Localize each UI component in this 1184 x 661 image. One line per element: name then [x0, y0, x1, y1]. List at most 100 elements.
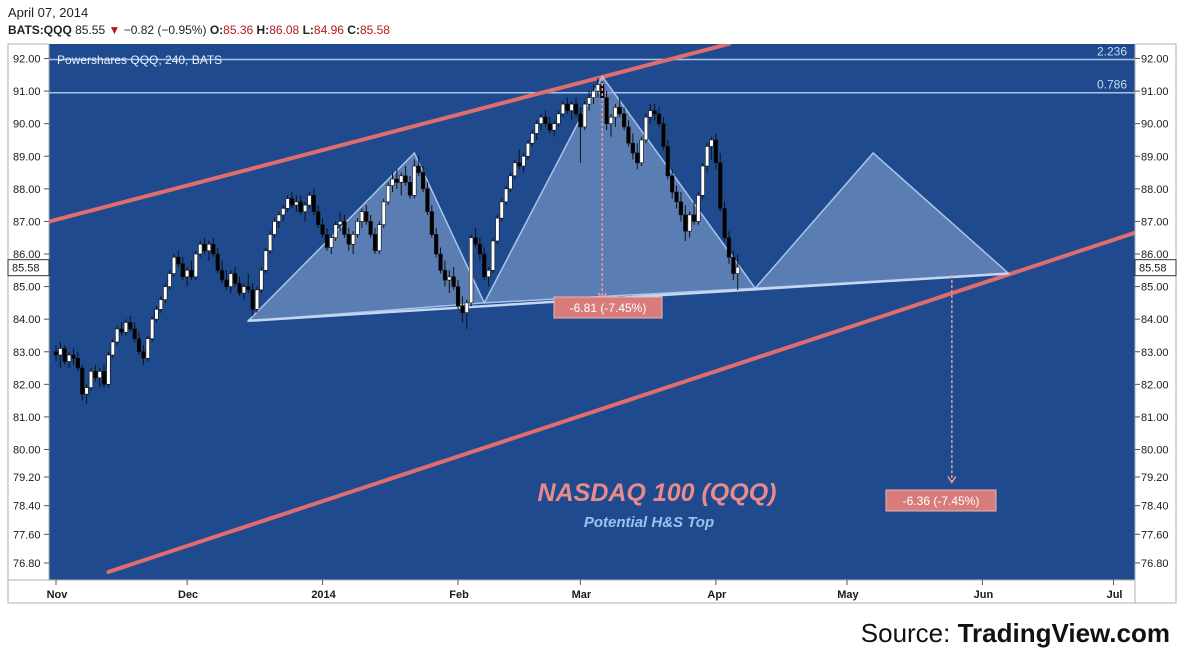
candle-body: [665, 146, 670, 177]
candle: [447, 270, 452, 294]
source-name: TradingView.com: [957, 618, 1170, 648]
price-tick-label-left: 82.00: [13, 379, 41, 391]
pattern-head: [482, 74, 757, 304]
candle-body: [101, 370, 107, 385]
candle: [62, 345, 67, 365]
candle: [486, 267, 491, 287]
candle-body: [154, 309, 159, 320]
candle-body: [434, 234, 439, 255]
time-tick-label: Jul: [1107, 589, 1123, 601]
target-label-text: -6.81 (-7.45%): [570, 301, 647, 315]
candle: [381, 198, 386, 228]
price-tick-label-right: 87.00: [1141, 216, 1169, 228]
source-prefix: Source:: [860, 618, 958, 648]
candle: [691, 201, 697, 225]
candle-body: [202, 243, 207, 252]
price-tick-label-right: 89.00: [1141, 151, 1169, 163]
candle-body: [604, 97, 609, 124]
candle: [534, 120, 539, 140]
chart-subtitle: Potential H&S Top: [584, 514, 714, 531]
candle: [372, 227, 378, 254]
candle: [438, 247, 443, 274]
candle-body: [351, 234, 356, 245]
candle-body: [381, 201, 386, 225]
candle-body: [569, 103, 574, 111]
candle: [84, 384, 89, 404]
candle: [416, 156, 421, 176]
candle: [460, 296, 465, 323]
current-price-tag-text: 85.58: [12, 263, 40, 275]
candle-body: [464, 302, 469, 313]
candle: [324, 227, 330, 251]
price-tick-label-left: 81.00: [13, 412, 41, 424]
candle-body: [206, 243, 212, 252]
candle: [115, 325, 120, 346]
candle: [591, 84, 596, 105]
candle: [215, 247, 220, 274]
candle-body: [661, 123, 666, 147]
candle-body: [700, 165, 705, 196]
candle: [198, 240, 203, 258]
candle: [53, 345, 59, 362]
candle: [499, 198, 504, 222]
price-tick-label-left: 83.00: [13, 347, 41, 359]
candle: [687, 211, 692, 238]
candle-body: [263, 250, 268, 271]
candle-body: [403, 175, 408, 183]
candle: [136, 332, 142, 356]
candle: [128, 315, 133, 333]
price-tick-label-left: 78.40: [13, 501, 41, 513]
price-tick-label-right: 86.00: [1141, 249, 1169, 261]
candle-body: [71, 354, 76, 359]
candle-body: [62, 348, 67, 362]
candle-body: [176, 256, 181, 265]
target-label-box: -6.81 (-7.45%): [553, 296, 663, 319]
candle: [163, 283, 168, 303]
candle-body: [150, 318, 155, 340]
price-tick-label-left: 76.80: [13, 558, 41, 570]
candle: [167, 270, 172, 290]
candle: [652, 104, 657, 121]
candle: [683, 205, 688, 241]
candle: [482, 247, 487, 281]
target-arrowhead: [947, 475, 957, 484]
candle-body: [543, 116, 548, 124]
price-tick-label-left: 87.00: [13, 216, 41, 228]
candle-body: [534, 123, 539, 134]
candle-body: [469, 237, 474, 304]
candle: [150, 315, 155, 342]
candle-body: [687, 214, 692, 232]
price-tick-label-right: 90.00: [1141, 119, 1169, 131]
price-tick-label-right: 92.00: [1141, 54, 1169, 66]
price-tick-label-left: 91.00: [13, 86, 41, 98]
candle: [578, 107, 583, 163]
candle-body: [420, 172, 426, 190]
candle-body: [189, 269, 194, 278]
candle: [224, 270, 229, 290]
candle: [713, 133, 718, 170]
candle: [429, 205, 434, 238]
candle-body: [643, 116, 649, 141]
candle-body: [587, 97, 592, 105]
candle-body: [272, 221, 277, 235]
candle: [307, 192, 312, 209]
candle-body: [250, 289, 255, 310]
candle: [211, 237, 216, 258]
candle-body: [442, 269, 448, 281]
candle: [735, 254, 740, 290]
chart-legend: Powershares QQQ, 240, BATS: [57, 53, 222, 67]
time-axis-panel[interactable]: [7, 579, 1136, 604]
candle: [259, 267, 264, 294]
candle: [403, 166, 408, 186]
candle-body: [180, 263, 185, 278]
price-axis-panel[interactable]: [1134, 43, 1177, 604]
price-tick-label-right: 88.00: [1141, 184, 1169, 196]
candle: [726, 231, 732, 264]
candle-body: [552, 123, 557, 131]
candle: [110, 338, 115, 359]
price-tick-label-right: 85.00: [1141, 282, 1169, 294]
candle: [412, 159, 417, 199]
price-tick-label-left: 86.00: [13, 249, 41, 261]
candle-body: [705, 146, 710, 167]
